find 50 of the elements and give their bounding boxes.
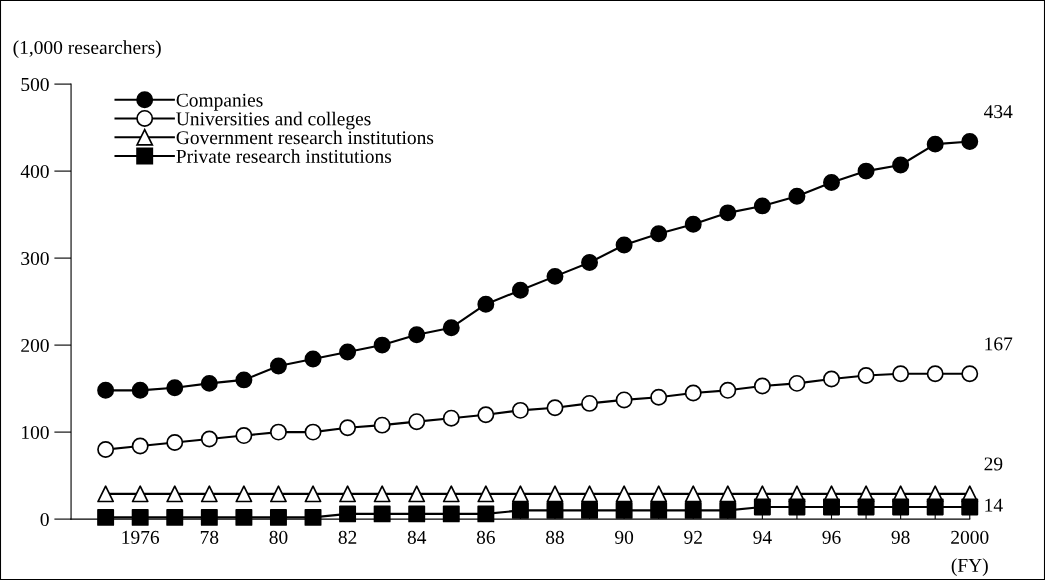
x-tick-label: 1976 xyxy=(122,530,160,544)
x-tick-label: 80 xyxy=(269,530,288,544)
x-tick-label: 82 xyxy=(338,530,357,544)
point xyxy=(615,485,633,503)
x-axis-title: (FY) xyxy=(951,558,988,576)
point xyxy=(97,485,115,503)
y-tick-label: 500 xyxy=(21,77,49,92)
point xyxy=(650,485,668,503)
data-label: 14 xyxy=(985,498,1003,512)
data-label: 434 xyxy=(984,105,1013,119)
point xyxy=(304,485,322,503)
y-tick-label: 300 xyxy=(21,251,49,266)
point xyxy=(719,485,737,503)
y-tick-label: 200 xyxy=(21,338,49,353)
x-tick-label: 88 xyxy=(545,530,564,544)
data-label: 167 xyxy=(985,337,1013,351)
y-tick-label: 400 xyxy=(20,164,49,179)
point xyxy=(442,485,460,503)
y-axis-title: (1,000 researchers) xyxy=(13,40,161,58)
x-tick-label: 94 xyxy=(753,530,772,544)
legend-label: Private research institutions xyxy=(176,149,392,163)
point xyxy=(684,485,702,503)
point xyxy=(339,485,357,503)
x-tick-label: 86 xyxy=(476,530,495,544)
point xyxy=(581,485,599,503)
y-tick-label: 100 xyxy=(22,425,49,440)
point xyxy=(477,485,495,503)
point xyxy=(408,485,426,503)
x-tick-label: 96 xyxy=(822,530,841,544)
point xyxy=(546,485,564,503)
data-label: 29 xyxy=(984,457,1003,471)
point xyxy=(166,485,184,503)
legend-label: Companies xyxy=(176,93,263,111)
x-tick-label: 90 xyxy=(615,530,634,544)
x-tick-label: 84 xyxy=(407,530,427,544)
legend-label: Universities and colleges xyxy=(176,111,371,130)
x-tick-label: 92 xyxy=(684,530,702,544)
legend-label: Government research institutions xyxy=(176,130,434,145)
point xyxy=(235,485,253,503)
point xyxy=(857,498,875,516)
y-tick-label: 0 xyxy=(40,512,49,527)
point xyxy=(200,485,218,503)
point xyxy=(269,485,287,503)
point xyxy=(511,485,529,503)
point xyxy=(788,498,806,516)
x-tick-label: 98 xyxy=(891,530,910,544)
x-tick-label: 2000 xyxy=(951,530,989,544)
x-tick-label: 78 xyxy=(200,530,219,544)
point xyxy=(131,485,149,503)
point xyxy=(373,485,391,503)
